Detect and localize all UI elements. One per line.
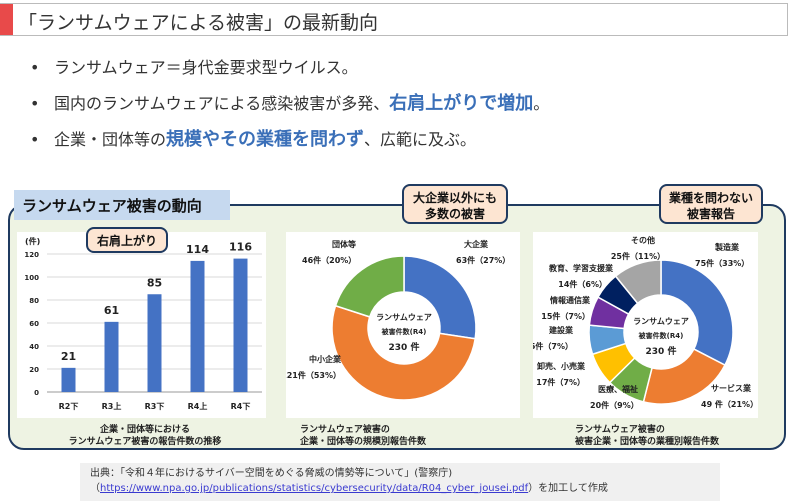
bar [61, 367, 76, 392]
slice-value-label: 49 件（21%） [701, 399, 758, 409]
x-tick-label: R4上 [188, 401, 208, 411]
bullet-text: 、広範に及ぶ。 [364, 130, 477, 149]
y-axis-label: (件) [25, 236, 40, 246]
y-tick-label: 100 [24, 274, 39, 282]
y-tick-label: 40 [29, 343, 39, 351]
center-total: 230 件 [389, 341, 420, 353]
bar [104, 321, 119, 392]
bullet-1: • ランサムウェア＝身代金要求型ウイルス。 [30, 58, 358, 77]
source-suffix: ）を加工して作成 [528, 483, 608, 494]
slice-value-label: 75件（33%） [695, 258, 749, 268]
bullet-text: 国内のランサムウェアによる感染被害が多発、 [54, 94, 390, 113]
slice-name-label: 中小企業 [309, 354, 342, 364]
center-title: ランサムウェア [633, 317, 689, 326]
size-donut-chart: 大企業 63件（27%） 中小企業 121件（53%） 団体等 46件（20%） ランサムウ… [281, 239, 510, 401]
source-footer: 出典：「令和４年におけるサイバー空間をめぐる脅威の情勢等について」(警察庁) （… [80, 463, 720, 501]
y-tick-label: 20 [29, 366, 39, 374]
slice-value-label: 20件（9%） [590, 400, 639, 410]
bar-value-label: 21 [61, 350, 76, 363]
slice-name-label: 製造業 [714, 242, 740, 252]
callout-bar: 右肩上がり [86, 227, 168, 253]
x-tick-label: R3下 [145, 402, 165, 411]
slice-value-label: 15件（7%） [541, 311, 590, 321]
callout-pie1: 大企業以外にも 多数の被害 [402, 184, 508, 224]
x-tick-label: R4下 [231, 402, 251, 411]
bar-value-label: 116 [229, 241, 252, 254]
pie2-area: 製造業 75件（33%） サービス業 49 件（21%） 医療、福祉 20件（9%） 卸売、… [524, 232, 758, 418]
pie1-area: 大企業 63件（27%） 中小企業 121件（53%） 団体等 46件（20%） ランサムウ… [281, 232, 520, 418]
bar [190, 260, 205, 392]
pie1-caption: ランサムウェア被害の 企業・団体等の規模別報告件数 [300, 425, 427, 447]
bar-chart: (件) 0 20 40 60 80 100 120 21 R2下 61 R3上 85 R3下 114 R4上 1… [24, 236, 262, 411]
bullet-3: • 企業・団体等の規模やその業種を問わず、広範に及ぶ。 [30, 129, 477, 150]
slice-value-label: 17件（7%） [536, 377, 585, 387]
slice-value-label: 63件（27%） [456, 255, 510, 265]
bullet-2: • 国内のランサムウェアによる感染被害が多発、右肩上がりで増加。 [30, 93, 550, 114]
slice-name-label: 教育、学習支援業 [548, 263, 614, 273]
donut-slice [614, 259, 662, 305]
x-tick-label: R2下 [59, 402, 79, 411]
source-paren: （ [90, 483, 100, 494]
slice-value-label: 15件（7%） [533, 341, 573, 351]
y-tick-label: 120 [24, 251, 39, 259]
slice-name-label: 情報通信業 [549, 295, 591, 305]
bar-value-label: 114 [186, 243, 209, 256]
source-text: 出典：「令和４年におけるサイバー空間をめぐる脅威の情勢等について」(警察庁) [90, 468, 453, 479]
donut-slice [334, 255, 405, 318]
slice-name-label: その他 [631, 235, 655, 245]
center-total: 230 件 [646, 345, 677, 357]
x-tick-label: R3上 [102, 401, 122, 411]
slide-header: 「ランサムウェアによる被害」の最新動向 [0, 3, 788, 36]
y-tick-label: 0 [34, 389, 39, 397]
slice-value-label: 46件（20%） [302, 255, 356, 265]
panel-title: ランサムウェア被害の動向 [14, 190, 230, 220]
y-tick-label: 60 [29, 320, 39, 328]
bullet-emphasis: 規模やその業種を問わず [166, 129, 365, 150]
bar-chart-area: (件) 0 20 40 60 80 100 120 21 R2下 61 R3上 85 R3下 114 R4上 1… [17, 232, 266, 418]
bar-value-label: 85 [147, 276, 162, 289]
slice-value-label: 25件（11%） [611, 251, 665, 261]
slice-value-label: 14件（6%） [558, 279, 607, 289]
slice-value-label: 121件（53%） [286, 370, 341, 380]
industry-donut-chart: 製造業 75件（33%） サービス業 49 件（21%） 医療、福祉 20件（9%） 卸売、… [524, 235, 758, 410]
y-tick-label: 80 [29, 297, 39, 305]
slice-name-label: 卸売、小売業 [537, 361, 586, 371]
bar [147, 294, 162, 392]
bar-value-label: 61 [104, 304, 119, 317]
slice-name-label: サービス業 [711, 383, 752, 393]
slice-name-label: 団体等 [332, 239, 356, 249]
bullet-emphasis: 右肩上がりで増加 [389, 93, 534, 114]
bullet-text: 。 [533, 94, 550, 113]
bullet-text: ランサムウェア＝身代金要求型ウイルス。 [54, 58, 358, 77]
donut-slice [403, 255, 477, 340]
donut-slice [331, 304, 477, 401]
pie2-caption: ランサムウェア被害の 被害企業・団体等の業種別報告件数 [575, 425, 720, 447]
slice-name-label: 大企業 [464, 239, 489, 249]
source-link[interactable]: https://www.npa.go.jp/publications/stati… [100, 483, 529, 494]
bar [233, 258, 248, 392]
center-subtitle: 被害件数(R4) [639, 331, 684, 340]
slice-name-label: 医療、福祉 [598, 384, 638, 394]
center-subtitle: 被害件数(R4) [382, 327, 427, 336]
bar-chart-caption: 企業・団体等における ランサムウェア被害の報告件数の推移 [68, 425, 222, 447]
page-title: 「ランサムウェアによる被害」の最新動向 [18, 12, 379, 34]
donut-slice [660, 259, 734, 367]
header-accent [0, 4, 13, 35]
slice-name-label: 建設業 [548, 325, 574, 335]
bullet-text: 企業・団体等の [54, 130, 167, 149]
center-title: ランサムウェア [376, 313, 432, 322]
callout-pie2: 業種を問わない 被害報告 [659, 184, 763, 224]
